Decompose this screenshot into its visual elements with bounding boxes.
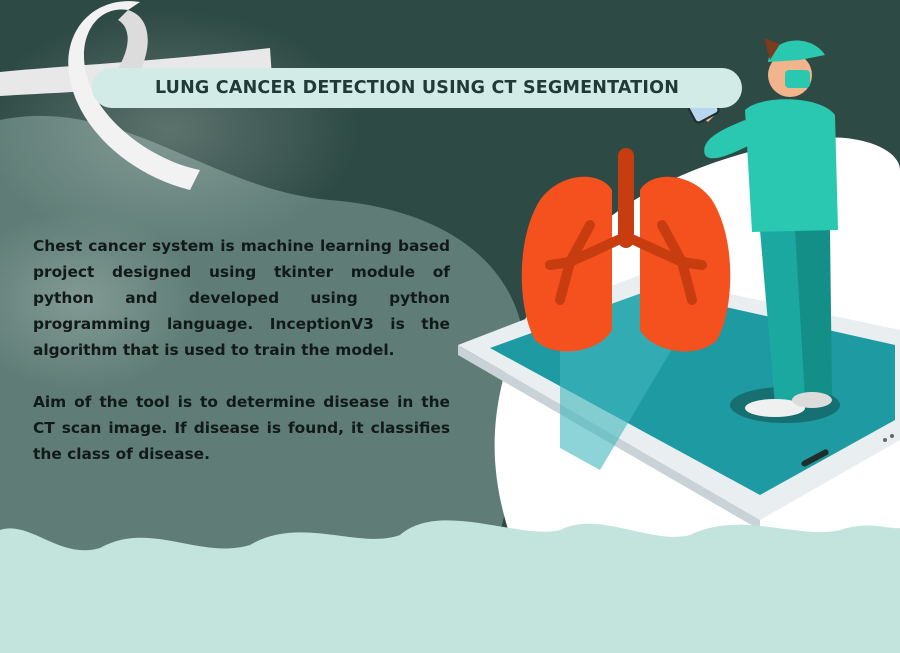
cloud-band	[0, 520, 900, 653]
description-block: Chest cancer system is machine learning …	[33, 233, 450, 467]
doctor-figure	[694, 38, 840, 423]
title-banner: LUNG CANCER DETECTION USING CT SEGMENTAT…	[92, 68, 742, 108]
description-paragraph-2: Aim of the tool is to determine disease …	[33, 393, 450, 463]
lungs-icon	[521, 148, 731, 352]
page-title: LUNG CANCER DETECTION USING CT SEGMENTAT…	[154, 78, 680, 98]
smoke-haze	[0, 210, 200, 390]
description-paragraph-1: Chest cancer system is machine learning …	[33, 237, 450, 359]
